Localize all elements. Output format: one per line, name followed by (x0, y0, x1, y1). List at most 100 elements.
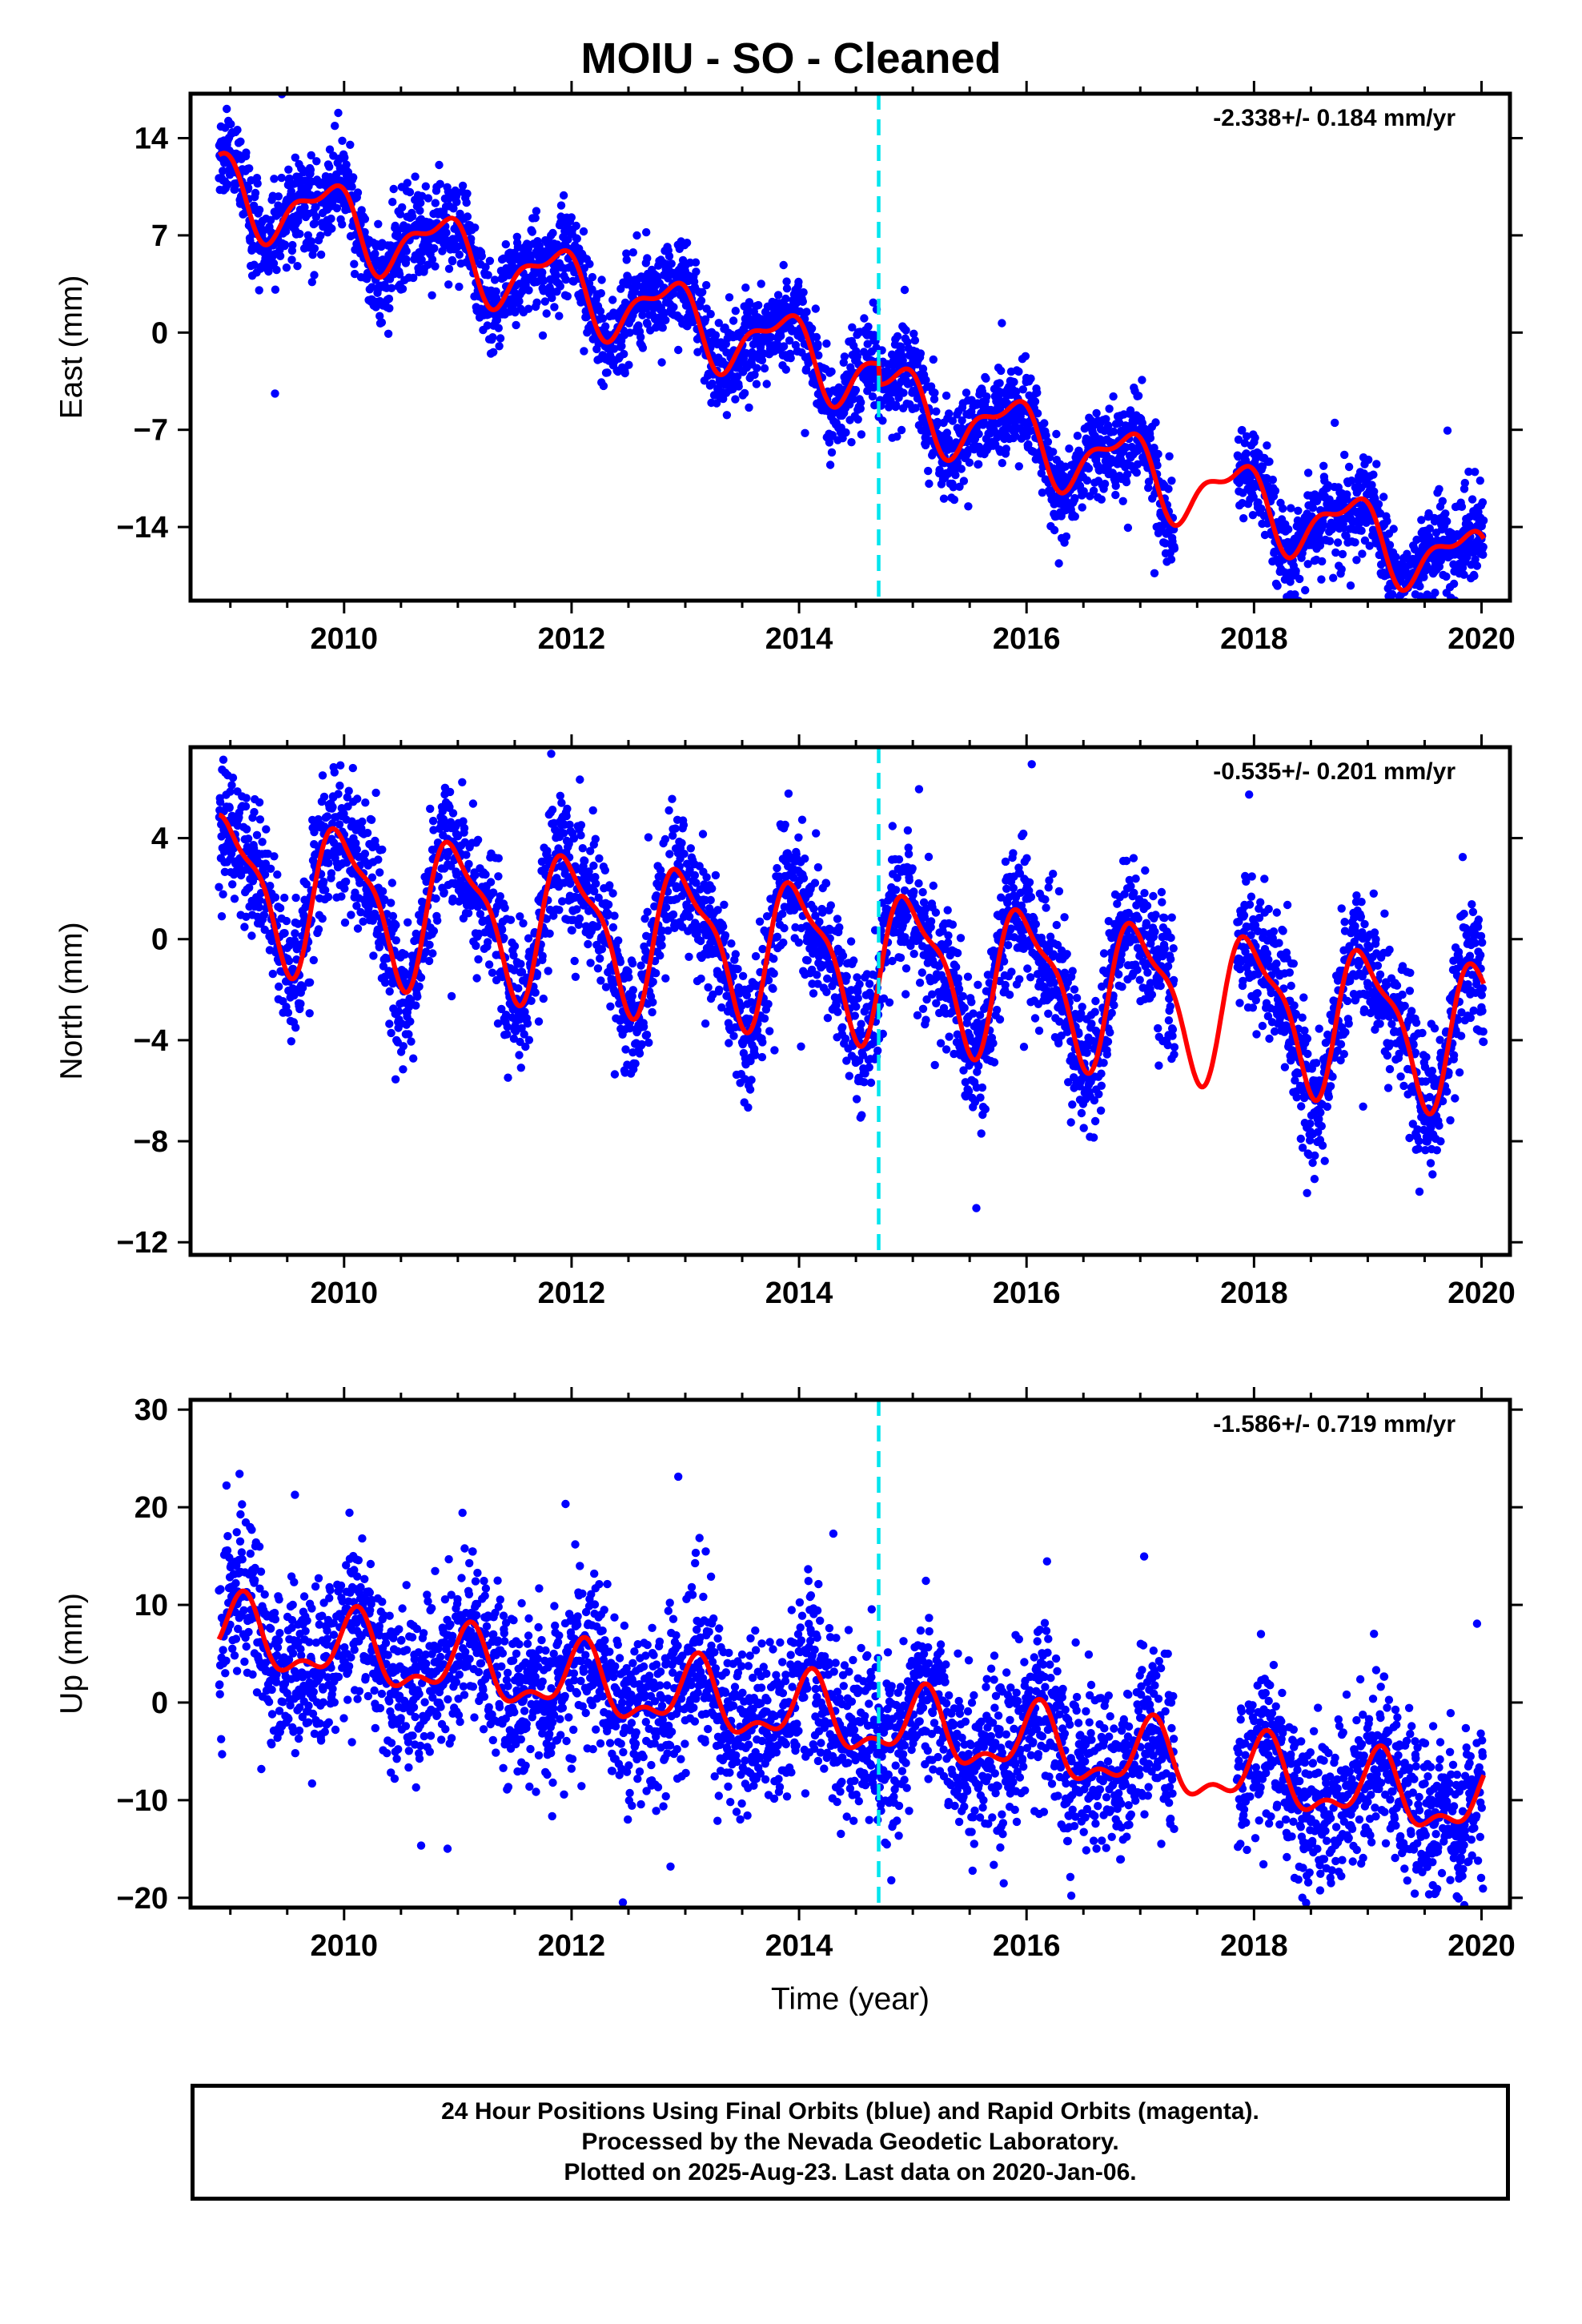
observation-point (448, 809, 458, 818)
observation-point (1024, 440, 1033, 449)
observation-point (1153, 460, 1162, 470)
observation-point (245, 883, 254, 892)
observation-point (1123, 523, 1133, 533)
observation-point (1126, 406, 1135, 415)
observation-point (781, 294, 790, 304)
observation-point (657, 358, 666, 367)
observation-point (807, 324, 817, 333)
observation-point (760, 364, 769, 373)
observation-point (263, 849, 272, 858)
observation-point (1033, 388, 1042, 397)
observation-point (1441, 509, 1450, 518)
observation-point (391, 1075, 400, 1084)
observation-point (387, 283, 396, 292)
observation-point (1318, 557, 1327, 566)
observation-point (616, 284, 625, 293)
observation-point (1374, 500, 1383, 509)
observation-point (351, 838, 360, 848)
observation-point (591, 873, 600, 882)
observation-point (950, 495, 959, 505)
observation-point (497, 1004, 506, 1014)
observation-point (860, 314, 869, 323)
observation-point (725, 293, 734, 302)
observation-point (521, 1042, 530, 1051)
observation-point (1167, 476, 1176, 485)
observation-point (1325, 537, 1335, 545)
observation-point (360, 849, 370, 858)
observation-point (280, 929, 289, 938)
observation-point (555, 312, 564, 320)
observation-point (316, 250, 326, 259)
observation-point (1109, 392, 1118, 401)
observation-point (463, 189, 472, 198)
observation-point (1089, 486, 1098, 495)
observation-point (576, 830, 585, 840)
observation-point (252, 830, 262, 840)
observation-point (514, 984, 523, 993)
observation-point (371, 788, 380, 798)
observation-point (484, 938, 492, 947)
observation-point (492, 316, 502, 324)
observation-point (416, 206, 424, 215)
observation-point (597, 945, 607, 954)
observation-point (620, 349, 628, 359)
observation-point (501, 239, 510, 249)
observation-point (1401, 605, 1409, 613)
observation-point (1151, 418, 1160, 427)
observation-point (1442, 572, 1451, 581)
observation-point (547, 750, 556, 758)
observation-point (335, 820, 344, 829)
observation-point (473, 835, 483, 845)
observation-point (413, 992, 422, 1001)
observation-point (556, 201, 566, 210)
observation-point (616, 958, 625, 967)
observation-point (520, 1030, 528, 1039)
observation-point (605, 881, 614, 890)
observation-point (353, 188, 363, 197)
observation-point (270, 175, 279, 183)
observation-point (1144, 477, 1154, 486)
observation-point (782, 277, 791, 286)
observation-point (380, 895, 389, 905)
observation-point (656, 951, 665, 960)
observation-point (592, 922, 602, 931)
observation-point (215, 883, 223, 891)
observation-point (841, 428, 850, 437)
observation-point (1372, 460, 1381, 468)
observation-point (1392, 610, 1400, 618)
observation-point (512, 320, 520, 330)
observation-point (266, 882, 275, 891)
observation-point (388, 979, 397, 988)
observation-point (586, 959, 595, 967)
observation-point (449, 204, 458, 213)
observation-point (428, 291, 436, 300)
observation-point (590, 887, 599, 896)
observation-point (558, 897, 567, 906)
observation-point (762, 380, 771, 388)
observation-point (604, 900, 613, 909)
observation-point (227, 781, 236, 790)
observation-point (319, 877, 328, 887)
observation-point (625, 1024, 634, 1033)
observation-point (291, 153, 299, 162)
observation-point (734, 382, 743, 391)
observation-point (1460, 478, 1470, 488)
observation-point (275, 982, 283, 991)
observation-point (1479, 516, 1488, 525)
observation-point (1406, 633, 1414, 641)
observation-point (1021, 352, 1030, 360)
y-tick-label: 0 (151, 316, 168, 350)
observation-point (1050, 525, 1059, 535)
observation-point (752, 380, 761, 388)
observation-point (1052, 429, 1061, 439)
observation-point (417, 191, 427, 200)
observation-point (293, 262, 302, 271)
observation-point (532, 298, 541, 307)
observation-point (1364, 455, 1373, 464)
observation-point (369, 951, 378, 960)
observation-point (909, 329, 918, 338)
observation-point (227, 119, 235, 129)
observation-point (606, 1002, 615, 1011)
observation-point (781, 365, 790, 374)
observation-point (1104, 421, 1113, 430)
